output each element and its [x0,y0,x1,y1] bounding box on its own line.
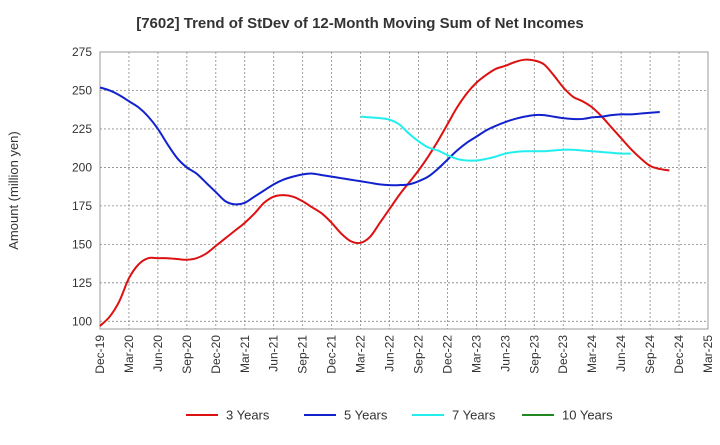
x-tick-label: Dec-19 [93,335,107,374]
x-tick-label: Mar-23 [469,335,483,373]
x-tick-label: Mar-21 [238,335,252,373]
x-axis-ticks: Dec-19 Mar-20 Jun-20 Sep-20 Dec-20 Mar-21 Jun-… [93,335,715,374]
x-tick-label: Sep-23 [527,335,541,374]
y-axis-label: Amount (million yen) [6,131,21,250]
x-tick-label: Dec-24 [672,335,686,374]
x-tick-label: Sep-21 [296,335,310,374]
series-line-3-years [99,58,670,327]
y-tick-label: 200 [72,160,92,174]
series-line-5-years [99,86,660,206]
grid [99,51,709,329]
x-tick-label: Sep-20 [180,335,194,374]
plot-frame [99,51,709,330]
y-axis-ticks: 100 125 150 175 200 225 250 275 [72,45,92,328]
x-tick-label: Mar-24 [585,335,599,373]
x-tick-label: Jun-24 [614,335,628,372]
x-tick-label: Mar-22 [354,335,368,373]
x-tick-label: Jun-20 [151,335,165,372]
y-tick-label: 225 [72,122,92,136]
x-tick-label: Jun-22 [383,335,397,372]
legend-label: 3 Years [226,408,270,423]
legend-label: 10 Years [562,408,613,423]
legend-label: 5 Years [344,408,388,423]
y-tick-label: 150 [72,237,92,251]
y-tick-label: 250 [72,83,92,97]
legend: 3 Years 5 Years 7 Years 10 Years [186,408,613,423]
x-tick-label: Dec-22 [440,335,454,374]
y-tick-label: 175 [72,199,92,213]
x-tick-label: Mar-20 [122,335,136,373]
y-tick-label: 275 [72,45,92,59]
series-line-7-years [360,115,631,162]
x-tick-label: Sep-24 [643,335,657,374]
legend-label: 7 Years [452,408,496,423]
x-tick-label: Sep-22 [411,335,425,374]
x-tick-label: Dec-21 [325,335,339,374]
x-tick-label: Dec-23 [556,335,570,374]
x-tick-label: Dec-20 [209,335,223,374]
x-tick-label: Jun-23 [498,335,512,372]
x-tick-label: Jun-21 [267,335,281,372]
series-lines [99,58,670,327]
x-tick-label: Mar-25 [701,335,715,373]
y-tick-label: 125 [72,276,92,290]
chart-title: [7602] Trend of StDev of 12-Month Moving… [136,15,584,32]
y-tick-label: 100 [72,314,92,328]
